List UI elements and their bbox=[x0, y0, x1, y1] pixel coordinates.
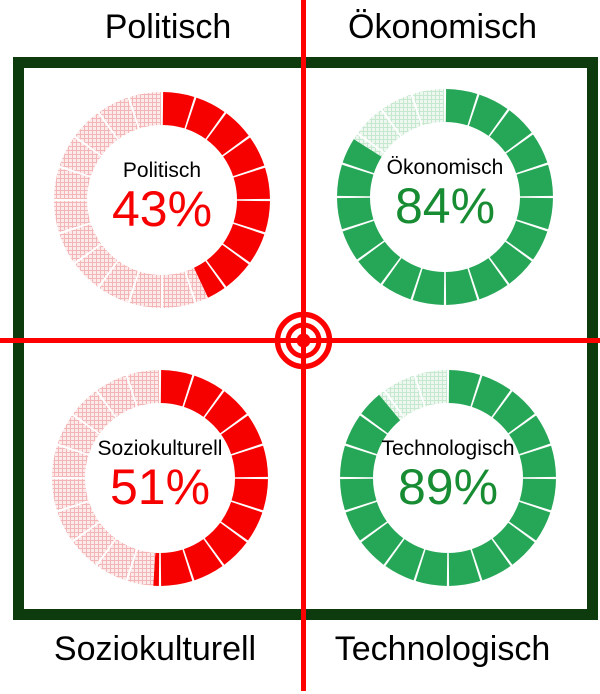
crosshair-vertical-line bbox=[301, 0, 306, 691]
gauge-technologisch: Technologisch 89% bbox=[338, 368, 558, 588]
gauge-politisch: Politisch 43% bbox=[52, 90, 272, 310]
gauge-soziokulturell: Soziokulturell 51% bbox=[50, 368, 270, 588]
gauge-oekonomisch: Ökonomisch 84% bbox=[335, 87, 555, 307]
donut-ring bbox=[337, 89, 553, 305]
donut-ring bbox=[54, 92, 270, 308]
quadrant-label-soziokulturell: Soziokulturell bbox=[53, 630, 257, 668]
quadrant-label-oekonomisch: Ökonomisch bbox=[348, 8, 537, 46]
donut-ring bbox=[340, 370, 556, 586]
donut-ring bbox=[52, 370, 268, 586]
quadrant-label-politisch: Politisch bbox=[104, 8, 232, 46]
crosshair-horizontal-line bbox=[0, 338, 600, 343]
quadrant-label-technologisch: Technologisch bbox=[334, 630, 551, 668]
